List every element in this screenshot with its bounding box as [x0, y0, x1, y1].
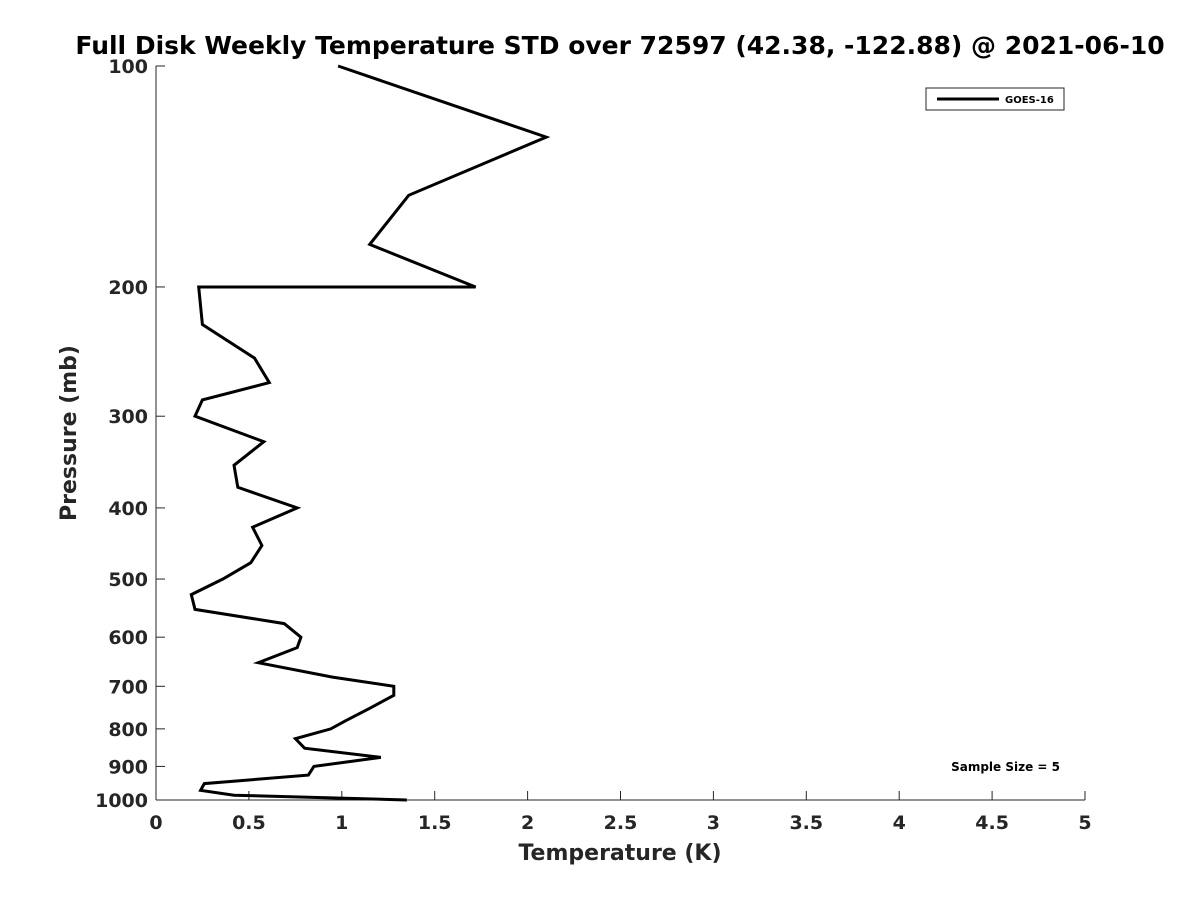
- y-axis-label: Pressure (mb): [57, 345, 82, 521]
- x-tick-label: 4: [893, 812, 906, 834]
- x-tick-label: 2: [521, 812, 534, 834]
- x-tick-label: 2.5: [604, 812, 638, 834]
- axes: [155, 66, 1085, 801]
- series-line-goes-16: [189, 64, 551, 802]
- x-tick-label: 0.5: [232, 812, 266, 834]
- y-tick-label: 300: [108, 406, 148, 428]
- x-tick-label: 1.5: [418, 812, 452, 834]
- y-ticks: 100 200 300 400 500 600 700 800 900 1000: [95, 56, 165, 812]
- x-tick-label: 1: [335, 812, 348, 834]
- legend: GOES-16: [925, 87, 1065, 111]
- x-axis-label: Temperature (K): [518, 841, 721, 866]
- y-tick-label: 100: [108, 56, 148, 78]
- series-group: [189, 64, 551, 802]
- y-tick-label: 1000: [95, 790, 148, 812]
- x-tick-label: 3: [707, 812, 720, 834]
- x-tick-label: 3.5: [789, 812, 823, 834]
- x-tick-label: 5: [1078, 812, 1091, 834]
- y-tick-label: 500: [108, 569, 148, 591]
- legend-label: GOES-16: [1005, 95, 1054, 106]
- y-tick-label: 200: [108, 277, 148, 299]
- sample-size-annotation: Sample Size = 5: [951, 760, 1060, 774]
- y-tick-label: 900: [108, 756, 148, 778]
- y-tick-label: 700: [108, 676, 148, 698]
- y-tick-label: 600: [108, 627, 148, 649]
- x-tick-label: 0: [149, 812, 162, 834]
- y-tick-label: 800: [108, 719, 148, 741]
- y-tick-label: 400: [108, 498, 148, 520]
- x-ticks: 0 0.5 1 1.5 2 2.5 3 3.5 4 4.5 5: [149, 791, 1092, 834]
- x-tick-label: 4.5: [975, 812, 1009, 834]
- chart-title: Full Disk Weekly Temperature STD over 72…: [75, 31, 1164, 60]
